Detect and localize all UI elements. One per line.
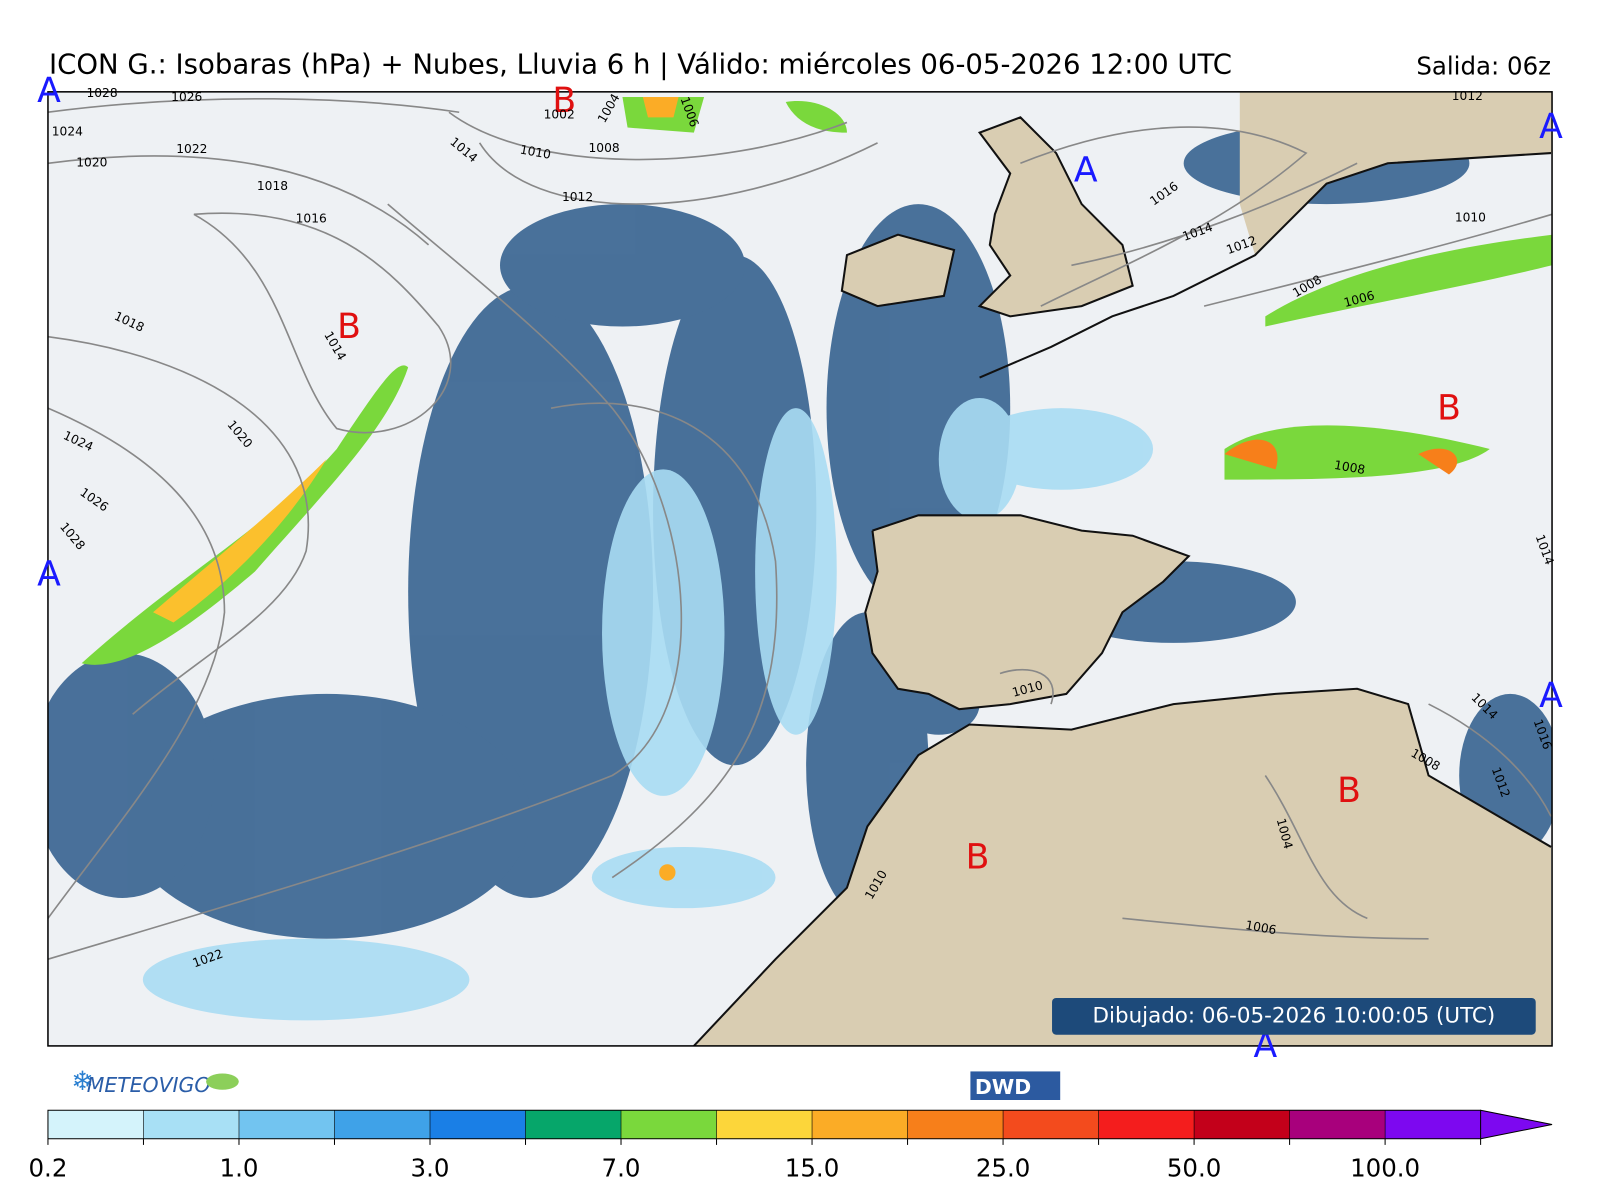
colorbar-frame — [47, 1109, 1481, 1140]
pressure-center: B — [1437, 388, 1461, 428]
map-frame — [47, 91, 1553, 1047]
isobar-label: 1008 — [1333, 458, 1366, 477]
pressure-center: B — [552, 81, 576, 121]
isobar-label: 1018 — [257, 179, 288, 193]
pressure-center: A — [1539, 676, 1563, 716]
isobar-label: 1016 — [296, 211, 327, 225]
isobar-label: 1002 — [544, 107, 575, 121]
pressure-center: A — [1539, 107, 1563, 147]
isobar-label: 1008 — [589, 141, 620, 155]
colorbar-bin — [525, 1110, 622, 1139]
isobar-label: 1010 — [1455, 210, 1486, 224]
agency: DWD — [975, 1075, 1031, 1099]
isobar-label: 1026 — [171, 90, 202, 104]
colorbar-bin — [1385, 1110, 1482, 1139]
isobar-label: 1022 — [176, 142, 207, 156]
isobar-label: 1006 — [1244, 918, 1277, 937]
pressure-center: B — [966, 837, 990, 877]
colorbar-label: 25.0 — [976, 1154, 1030, 1183]
colorbar-bin — [716, 1110, 813, 1139]
isobar-label: 1028 — [86, 86, 117, 100]
colorbar-label: 50.0 — [1167, 1154, 1221, 1183]
pressure-center: B — [337, 307, 361, 347]
colorbar-bin — [238, 1110, 335, 1139]
logo: METEOVIGO — [87, 1073, 211, 1097]
colorbar-extend — [1480, 1109, 1553, 1140]
colorbar-label: 100.0 — [1350, 1154, 1420, 1183]
colorbar-bin — [1194, 1110, 1291, 1139]
snow-icon: ❄ — [71, 1066, 93, 1097]
pressure-center: A — [37, 555, 61, 595]
leaf-icon — [206, 1073, 239, 1090]
isobar-label: 1020 — [76, 155, 107, 169]
drawn-time: Dibujado: 06-05-2026 10:00:05 (UTC) — [1093, 1003, 1496, 1028]
colorbar-bin — [1289, 1110, 1386, 1139]
colorbar-bin — [907, 1110, 1004, 1139]
run-label: Salida: 06z — [1416, 51, 1551, 80]
colorbar-bin — [430, 1110, 527, 1139]
colorbar-label: 15.0 — [785, 1154, 839, 1183]
colorbar-bin — [812, 1110, 909, 1139]
colorbar-bin — [621, 1110, 718, 1139]
colorbar-bin — [334, 1110, 431, 1139]
colorbar-bin — [1098, 1110, 1195, 1139]
dwd-box — [970, 1071, 1061, 1100]
colorbar-bin — [143, 1110, 240, 1139]
colorbar-label: 1.0 — [220, 1154, 259, 1183]
isobar-label: 1010 — [519, 143, 552, 162]
isobar-label: 1024 — [52, 125, 83, 139]
map — [47, 91, 1553, 1046]
drawn-box — [1052, 997, 1536, 1035]
pressure-center: A — [37, 71, 61, 111]
colorbar-bin — [47, 1110, 144, 1139]
colorbar-label: 3.0 — [411, 1154, 450, 1183]
isobar-label: 1012 — [562, 190, 593, 204]
isobar-label: 1012 — [1452, 89, 1483, 103]
colorbar-label: 0.2 — [28, 1154, 67, 1183]
title: ICON G.: Isobaras (hPa) + Nubes, Lluvia … — [49, 48, 1232, 80]
colorbar-label: 7.0 — [602, 1154, 641, 1183]
pressure-center: A — [1074, 151, 1098, 191]
pressure-center: B — [1337, 771, 1361, 811]
colorbar-bin — [1003, 1110, 1100, 1139]
